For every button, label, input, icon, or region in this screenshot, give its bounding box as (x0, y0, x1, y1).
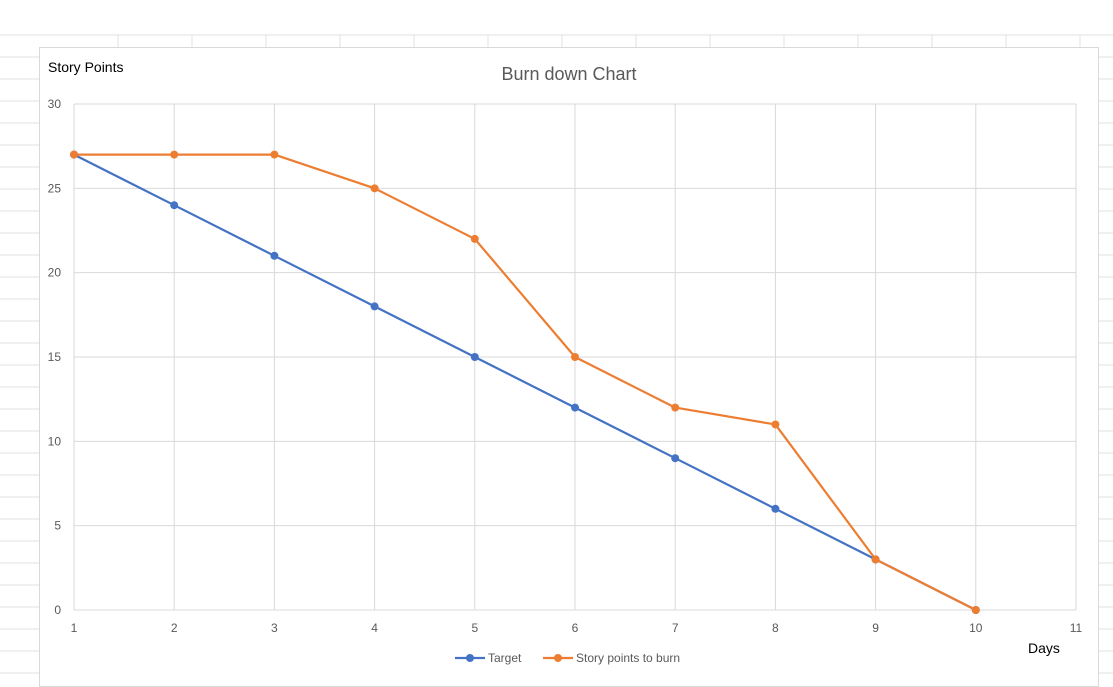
series-line (73, 153, 977, 611)
data-point (470, 234, 479, 243)
series-line (74, 153, 977, 611)
y-tick-label: 5 (54, 519, 61, 533)
y-tick-label: 0 (54, 603, 61, 617)
x-tick-label: 8 (772, 621, 779, 635)
data-point (871, 555, 880, 564)
y-tick-label: 30 (48, 97, 62, 111)
legend-swatch-marker (554, 654, 562, 662)
legend-label: Target (488, 651, 522, 665)
gridlines (73, 103, 1077, 611)
data-point (771, 504, 780, 513)
series-story-points-to-burn (70, 150, 980, 614)
x-tick-label: 1 (71, 621, 78, 635)
x-tick-label: 9 (872, 621, 879, 635)
data-point (470, 353, 479, 361)
legend-swatch-marker (466, 654, 474, 662)
data-point (370, 184, 379, 193)
series-target (70, 150, 980, 614)
legend: Target Story points to burn (455, 651, 680, 665)
x-tick-label: 5 (471, 621, 478, 635)
tick-labels: 0 5 10 15 20 25 30 1 2 3 4 5 6 7 8 9 10 11 (48, 97, 1083, 635)
data-point (671, 403, 680, 412)
data-point (671, 454, 680, 463)
x-tick-label: 7 (672, 621, 679, 635)
x-tick-label: 2 (171, 621, 178, 635)
x-tick-label: 11 (1070, 621, 1083, 635)
y-tick-label: 20 (48, 266, 62, 280)
y-tick-label: 15 (48, 350, 62, 364)
data-point (170, 150, 179, 159)
data-point (370, 302, 379, 311)
legend-item: Target (455, 651, 522, 665)
data-point (70, 150, 78, 159)
y-tick-label: 10 (48, 434, 62, 448)
y-axis-label: Story Points (48, 59, 123, 75)
y-tick-label: 25 (48, 181, 62, 195)
x-tick-label: 4 (371, 621, 378, 635)
legend-item: Story points to burn (543, 651, 680, 665)
data-point (571, 403, 579, 412)
data-point (170, 201, 179, 210)
legend-label: Story points to burn (576, 651, 680, 665)
x-tick-label: 6 (572, 621, 579, 635)
x-tick-label: 10 (969, 621, 983, 635)
x-axis-label: Days (1028, 640, 1060, 656)
data-point (571, 353, 579, 361)
data-point (270, 251, 279, 260)
chart-title: Burn down Chart (501, 64, 636, 84)
data-point (971, 606, 980, 614)
series-layer (70, 150, 980, 614)
x-tick-label: 3 (271, 621, 278, 635)
data-point (270, 150, 279, 159)
data-point (771, 420, 780, 429)
